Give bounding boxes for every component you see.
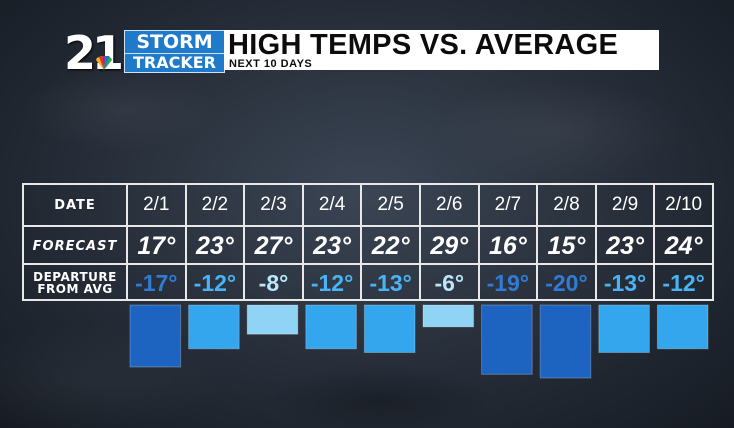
date-cell: 2/4 [301,185,361,225]
date-cell-value: 2/1 [143,194,170,215]
departure-cell-value: -6° [434,269,465,296]
logo-tracker-text: TRACKER [124,53,225,73]
date-cell: 2/9 [594,185,654,225]
forecast-cell-value: 16° [488,231,527,260]
departure-row-label: DEPARTURE FROM AVG [24,265,126,301]
date-cell-value: 2/7 [494,194,522,215]
departure-cell: -12° [653,265,712,301]
date-cell: 2/10 [653,185,712,225]
departure-bar-2-8 [539,304,592,379]
forecast-row: FORECAST 17° 23° 27° 23° 22° 29° 16° 15° 23° 24° [24,225,712,265]
departure-bar-2-9 [598,304,650,353]
departure-bar-2-2 [188,304,240,350]
forecast-row-label: FORECAST [24,227,126,265]
departure-cell-value: -13° [369,269,412,296]
forecast-table: DATE 2/1 2/2 2/3 2/4 2/5 2/6 2/7 2/8 2/9 2/10 FOR… [22,183,714,301]
forecast-cell-value: 23° [606,231,644,260]
date-cell: 2/7 [477,185,537,225]
departure-cell-value: -12° [662,269,705,296]
forecast-cell: 22° [360,227,419,265]
forecast-cell-value: 17° [137,231,176,260]
departure-row: DEPARTURE FROM AVG -17° -12° -8° -12° -13° -6… [24,263,712,301]
date-cell-value: 2/8 [553,194,580,215]
forecast-cell-value: 23° [313,231,351,260]
forecast-cell: 15° [536,227,595,265]
departure-bar-2-3 [246,304,299,335]
date-cell-value: 2/10 [665,194,703,215]
forecast-cell-value: 27° [254,231,293,260]
date-label-text: DATE [54,197,96,213]
page-subtitle: NEXT 10 DAYS [229,58,313,70]
date-cell: 2/6 [418,185,478,225]
forecast-cell: 29° [418,227,478,265]
forecast-cell-value: 29° [430,231,469,260]
departure-label-text: DEPARTURE FROM AVG [33,271,117,295]
departure-cell: -20° [536,265,595,301]
forecast-cell-value: 24° [664,231,703,260]
departure-cell: -12° [184,265,244,301]
date-cell: 2/3 [243,185,302,225]
departure-cell-value: -12° [310,269,354,296]
departure-cell-value: -20° [545,269,588,296]
date-cell: 2/1 [126,185,185,225]
departure-bar-2-10 [656,304,709,350]
date-cell-value: 2/5 [377,194,404,215]
departure-cell: -8° [243,265,302,301]
departure-cell-value: -19° [486,269,530,296]
title-banner: HIGH TEMPS VS. AVERAGE NEXT 10 DAYS [224,30,659,70]
departure-bar-2-4 [305,304,357,350]
peacock-icon [96,56,112,70]
forecast-cell-value: 15° [547,231,586,260]
date-cell-value: 2/2 [201,194,229,215]
forecast-cell: 23° [594,227,654,265]
departure-cell-value: -17° [135,269,178,296]
departure-bar-2-1 [129,304,182,368]
logo-number: 21 [64,26,124,80]
forecast-cell: 23° [301,227,361,265]
forecast-cell-value: 23° [195,231,234,260]
departure-bar-2-7 [481,304,533,375]
departure-cell-value: -13° [603,269,647,296]
forecast-cell: 17° [126,227,185,265]
forecast-cell: 24° [653,227,712,265]
departure-cell: -13° [360,265,419,301]
departure-cell-value: -12° [193,269,237,296]
forecast-label-text: FORECAST [32,238,118,254]
departure-cell: -13° [594,265,654,301]
departure-cell: -12° [301,265,361,301]
date-row: DATE 2/1 2/2 2/3 2/4 2/5 2/6 2/7 2/8 2/9 2/10 [24,185,712,225]
forecast-cell: 27° [243,227,302,265]
forecast-cell: 23° [184,227,244,265]
date-cell: 2/2 [184,185,244,225]
departure-bar-2-6 [422,304,475,328]
date-cell: 2/8 [536,185,595,225]
date-cell: 2/5 [360,185,419,225]
logo-storm-text: STORM [124,30,225,54]
departure-cell: -6° [418,265,478,301]
departure-label-line1: DEPARTURE [33,270,117,284]
departure-cell: -17° [126,265,185,301]
departure-cell: -19° [477,265,537,301]
departure-cell-value: -8° [258,269,289,296]
date-cell-value: 2/4 [318,194,346,215]
forecast-cell-value: 22° [371,231,410,260]
date-cell-value: 2/3 [260,194,287,215]
station-logo: 21 STORM TRACKER [64,26,225,80]
page-title: HIGH TEMPS VS. AVERAGE [228,29,619,61]
departure-bar-2-5 [363,304,416,353]
date-cell-value: 2/9 [611,194,639,215]
date-cell-value: 2/6 [436,194,463,215]
forecast-cell: 16° [477,227,537,265]
departure-label-line2: FROM AVG [37,282,113,296]
date-row-label: DATE [24,185,126,225]
